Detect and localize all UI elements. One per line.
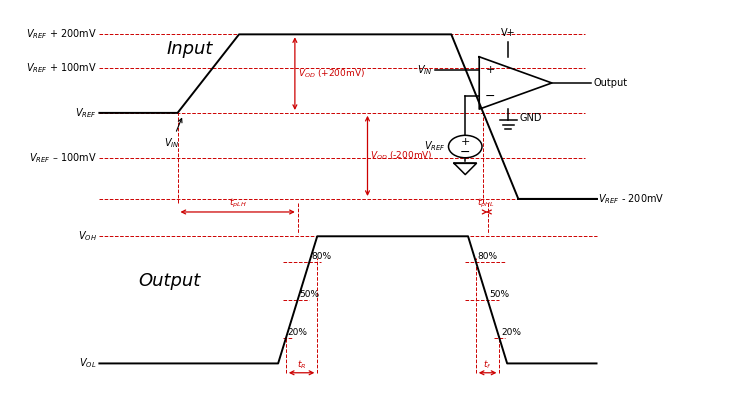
Text: $t_R$: $t_R$ <box>297 358 306 371</box>
Text: +: + <box>486 65 495 75</box>
Text: 20%: 20% <box>501 328 521 337</box>
Text: $V_{OD}$ (+200mV): $V_{OD}$ (+200mV) <box>298 67 365 80</box>
Text: Input: Input <box>166 40 212 58</box>
Text: 20%: 20% <box>287 328 308 337</box>
Text: $V_{IN}$: $V_{IN}$ <box>417 63 433 77</box>
Text: Output: Output <box>138 272 201 290</box>
Text: $V_{REF}$ – 100mV: $V_{REF}$ – 100mV <box>29 151 96 165</box>
Text: $V_{REF}$ + 200mV: $V_{REF}$ + 200mV <box>26 27 96 41</box>
Text: $V_{REF}$: $V_{REF}$ <box>424 139 445 153</box>
Text: $V_{REF}$: $V_{REF}$ <box>75 106 96 120</box>
Text: $V_{REF}$ + 100mV: $V_{REF}$ + 100mV <box>26 61 96 75</box>
Text: $V_{REF}$ - 200mV: $V_{REF}$ - 200mV <box>598 192 664 206</box>
Text: $V_{OH}$: $V_{OH}$ <box>78 229 96 243</box>
Text: 50%: 50% <box>490 290 509 299</box>
Text: $V_{IN}$: $V_{IN}$ <box>164 119 182 151</box>
Text: −: − <box>485 90 495 103</box>
Text: Output: Output <box>594 78 628 88</box>
Text: 80%: 80% <box>311 252 331 261</box>
Text: $t_f$: $t_f$ <box>484 358 492 371</box>
Text: GND: GND <box>520 113 542 124</box>
Text: 50%: 50% <box>299 290 320 299</box>
Text: −: − <box>460 146 470 159</box>
Text: $t_{pLH}$: $t_{pLH}$ <box>229 197 246 210</box>
Text: $V_{OL}$: $V_{OL}$ <box>79 357 96 370</box>
Text: $V_{OD}$ (-200mV): $V_{OD}$ (-200mV) <box>370 150 433 162</box>
Text: 80%: 80% <box>478 252 498 261</box>
Text: V+: V+ <box>501 28 515 38</box>
Text: +: + <box>461 137 470 147</box>
Text: $t_{pHL}$: $t_{pHL}$ <box>477 197 494 210</box>
